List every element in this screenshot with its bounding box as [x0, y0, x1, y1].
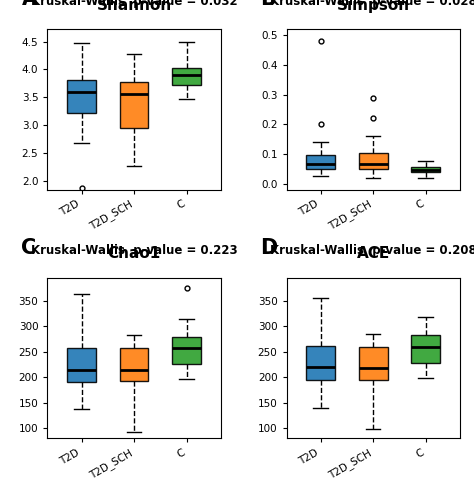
Text: D: D	[261, 238, 278, 258]
PathPatch shape	[119, 82, 148, 128]
PathPatch shape	[119, 348, 148, 381]
Text: Kruskal-Wallis  p-value = 0.032: Kruskal-Wallis p-value = 0.032	[31, 0, 237, 8]
PathPatch shape	[411, 168, 440, 172]
PathPatch shape	[306, 346, 335, 380]
PathPatch shape	[67, 79, 96, 113]
Text: Kruskal-Wallis  p-value = 0.208: Kruskal-Wallis p-value = 0.208	[270, 244, 474, 257]
Title: Chao1: Chao1	[108, 246, 161, 262]
Text: Kruskal-Wallis  p-value = 0.028: Kruskal-Wallis p-value = 0.028	[270, 0, 474, 8]
PathPatch shape	[172, 68, 201, 85]
Text: C: C	[21, 238, 36, 258]
PathPatch shape	[67, 348, 96, 382]
Title: Shannon: Shannon	[96, 0, 172, 13]
Title: ACE: ACE	[356, 246, 390, 262]
PathPatch shape	[359, 152, 388, 169]
Text: Kruskal-Wallis  p-value = 0.223: Kruskal-Wallis p-value = 0.223	[31, 244, 237, 257]
Text: B: B	[261, 0, 276, 9]
PathPatch shape	[306, 155, 335, 169]
PathPatch shape	[172, 337, 201, 364]
PathPatch shape	[411, 336, 440, 363]
PathPatch shape	[359, 347, 388, 380]
Text: A: A	[21, 0, 37, 9]
Title: Simpson: Simpson	[337, 0, 410, 13]
